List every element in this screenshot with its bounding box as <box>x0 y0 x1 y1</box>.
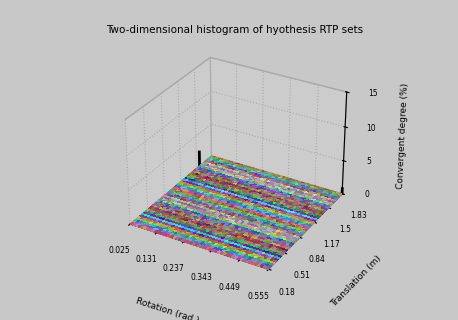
Title: Two-dimensional histogram of hyothesis RTP sets: Two-dimensional histogram of hyothesis R… <box>106 25 363 35</box>
X-axis label: Rotation (rad.): Rotation (rad.) <box>135 297 200 320</box>
Y-axis label: Translation (m): Translation (m) <box>330 254 383 309</box>
